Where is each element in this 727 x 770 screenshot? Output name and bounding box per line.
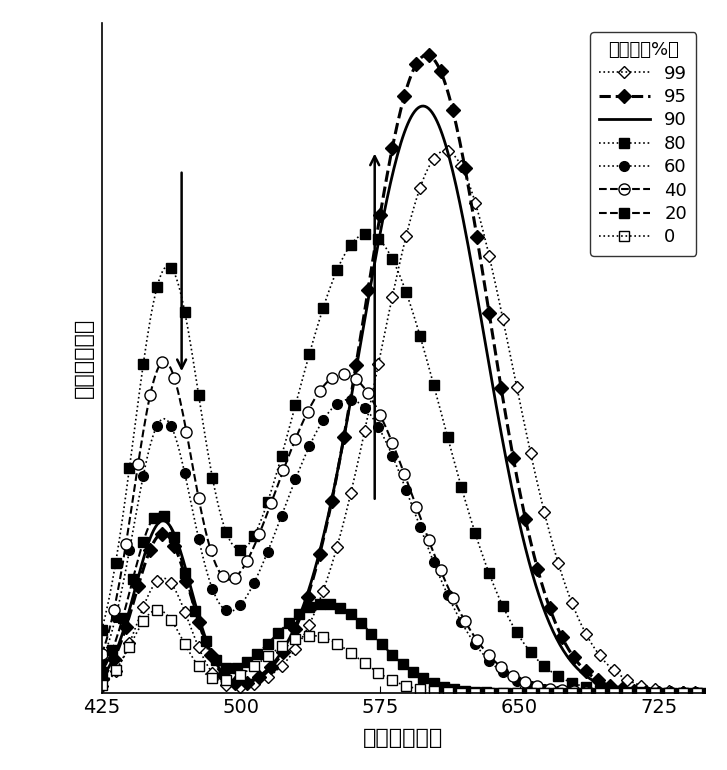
0 — [97, 680, 106, 689]
80 — [701, 688, 710, 698]
Line: 60: 60 — [97, 395, 710, 698]
20 — [377, 640, 386, 649]
95 — [419, 52, 427, 61]
60 — [345, 395, 353, 404]
40 — [677, 688, 686, 698]
Legend: 99, 95, 90, 80, 60, 40, 20, 0: 99, 95, 90, 80, 60, 40, 20, 0 — [590, 32, 696, 256]
60 — [455, 614, 464, 624]
20 — [97, 668, 106, 677]
20 — [694, 688, 702, 698]
40 — [97, 649, 106, 658]
Line: 99: 99 — [97, 146, 710, 697]
Line: 95: 95 — [97, 50, 710, 698]
80 — [677, 688, 686, 698]
99 — [97, 681, 106, 691]
90 — [701, 688, 710, 698]
20 — [701, 688, 710, 698]
90 — [455, 198, 464, 207]
90 — [376, 229, 385, 238]
Y-axis label: 相对荧光强度: 相对荧光强度 — [73, 318, 94, 398]
0 — [260, 654, 269, 664]
80 — [421, 349, 430, 358]
40 — [160, 357, 169, 366]
80 — [97, 625, 106, 634]
90 — [419, 102, 427, 111]
20 — [421, 675, 430, 684]
20 — [154, 509, 163, 518]
40 — [701, 688, 710, 698]
20 — [455, 685, 464, 695]
0 — [694, 688, 702, 698]
95 — [258, 671, 267, 680]
95 — [694, 688, 702, 698]
40 — [260, 517, 269, 526]
60 — [677, 688, 686, 698]
0 — [455, 688, 464, 698]
Line: 20: 20 — [97, 509, 710, 698]
60 — [694, 688, 702, 698]
95 — [422, 50, 431, 59]
80 — [364, 229, 372, 238]
80 — [258, 511, 267, 521]
40 — [455, 607, 464, 616]
90 — [694, 688, 702, 698]
20 — [260, 643, 269, 652]
0 — [701, 688, 710, 698]
99 — [258, 675, 267, 685]
40 — [377, 414, 386, 424]
40 — [421, 526, 430, 535]
Line: 80: 80 — [97, 229, 710, 698]
99 — [677, 688, 686, 697]
X-axis label: 波长（纳米）: 波长（纳米） — [364, 728, 443, 748]
99 — [455, 159, 464, 168]
95 — [376, 210, 385, 219]
99 — [419, 174, 427, 183]
99 — [376, 351, 385, 360]
60 — [421, 536, 430, 545]
95 — [455, 136, 464, 146]
Line: 0: 0 — [97, 605, 710, 698]
95 — [97, 675, 106, 684]
60 — [377, 429, 386, 438]
0 — [377, 670, 386, 679]
99 — [441, 146, 450, 156]
0 — [421, 685, 430, 695]
Line: 90: 90 — [102, 106, 705, 693]
95 — [677, 688, 686, 698]
90 — [421, 102, 430, 111]
95 — [701, 688, 710, 698]
60 — [258, 560, 267, 569]
99 — [701, 688, 710, 698]
60 — [97, 656, 106, 665]
80 — [455, 477, 464, 486]
99 — [694, 688, 702, 697]
20 — [677, 688, 686, 698]
40 — [694, 688, 702, 698]
80 — [694, 688, 702, 698]
0 — [677, 688, 686, 698]
Line: 40: 40 — [96, 356, 711, 698]
0 — [153, 605, 161, 614]
80 — [377, 238, 386, 247]
60 — [701, 688, 710, 698]
90 — [677, 688, 686, 698]
90 — [258, 669, 267, 678]
90 — [97, 673, 106, 682]
